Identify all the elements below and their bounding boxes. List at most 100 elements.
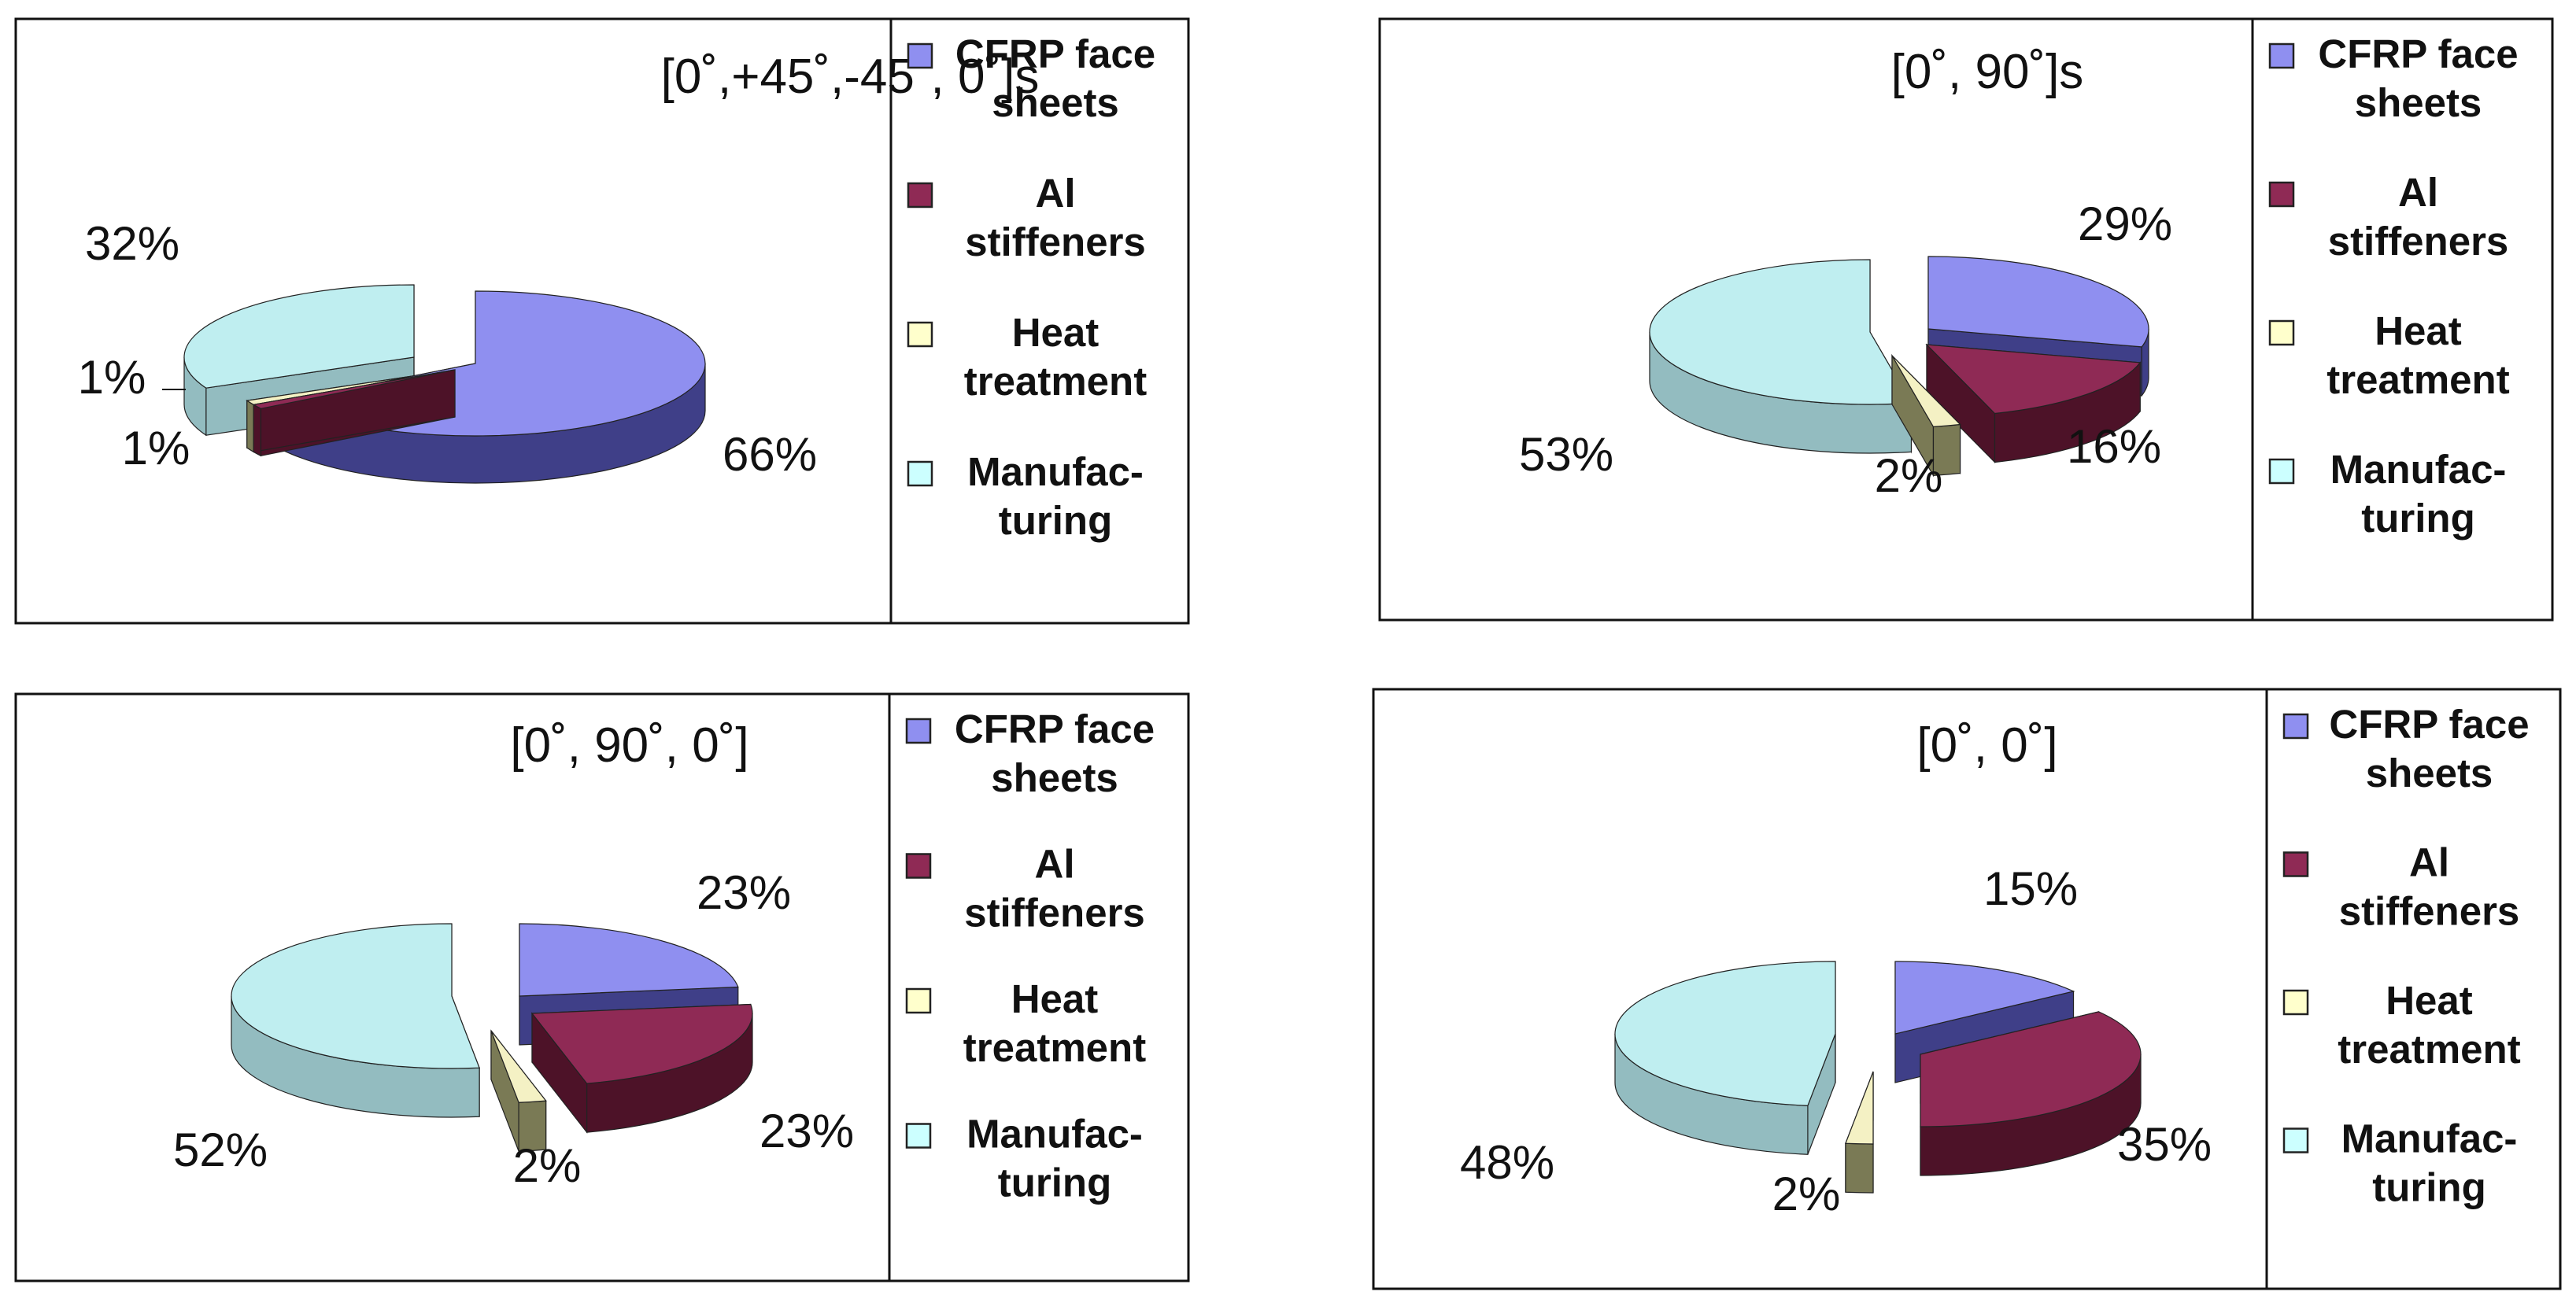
chart-title: [0˚, 90˚]s [1891, 45, 2084, 99]
slice-al-top [530, 1003, 753, 1084]
slice-heat [490, 1029, 547, 1152]
slice-manufacturing [231, 923, 480, 1118]
slice-heat-top [490, 1030, 547, 1103]
slice-manufacturing [1649, 259, 1913, 454]
slice-heat [1891, 353, 1961, 478]
legend-swatch [2282, 989, 2309, 1016]
slice-heat-side [246, 400, 254, 453]
chart-title: [0˚,+45˚,-45˚, 0˚]s [661, 50, 1040, 104]
slice-al [252, 369, 456, 457]
slice-al-top [1925, 344, 2142, 415]
slice-manufacturing [1614, 961, 1836, 1155]
slice-heat [1845, 1071, 1874, 1194]
slice-heat-side [1845, 1142, 1874, 1194]
slice-al [530, 1003, 753, 1134]
legend-swatch [2282, 851, 2309, 877]
slice-manufacturing-top [1649, 259, 1913, 405]
legend-label-line-1: Al [1036, 171, 1076, 216]
legend-swatch [907, 460, 933, 487]
legend-label-line-1: Heat [2375, 308, 2462, 353]
legend-label-line-2: turing [2361, 496, 2474, 541]
data-label-heat: 1% [78, 351, 146, 404]
legend-swatch [2282, 1127, 2309, 1153]
data-label-al: 35% [2117, 1118, 2212, 1171]
slice-heat-top [1845, 1071, 1874, 1145]
legend-label-line-1: Al [2398, 170, 2438, 215]
legend-label-line-1: Heat [1012, 310, 1100, 355]
legend-label-line-2: sheets [2366, 751, 2493, 795]
slice-manufacturing-top [231, 923, 480, 1069]
legend-label-line-1: Al [1035, 842, 1075, 887]
legend-swatch [2282, 713, 2309, 740]
slice-cfrp-top [1894, 961, 2075, 1035]
legend-label-line-2: stiffeners [964, 891, 1145, 936]
legend-label-line-1: Al [2409, 840, 2449, 885]
legend-label-line-1: Manufac- [966, 1112, 1143, 1157]
legend-swatch [907, 182, 933, 209]
data-label-al: 23% [759, 1105, 854, 1157]
data-label-manufacturing: 32% [85, 217, 179, 270]
data-label-cfrp: 15% [1983, 862, 2078, 915]
data-label-manufacturing: 52% [173, 1124, 268, 1176]
data-label-heat: 2% [513, 1139, 582, 1192]
pie-chart-1: [0˚,+45˚,-45˚, 0˚]s 66% 1% 1% 32% CFRP facesh… [14, 17, 1190, 625]
legend-label-line-2: stiffeners [2328, 219, 2509, 264]
legend-swatch [2268, 181, 2295, 208]
legend-label-line-2: treatment [2338, 1027, 2520, 1072]
data-label-heat: 2% [1772, 1168, 1841, 1220]
legend-label-line-1: Manufac- [2341, 1116, 2518, 1161]
legend-swatch [905, 718, 932, 744]
data-label-manufacturing: 48% [1460, 1136, 1554, 1189]
legend-swatch [905, 853, 932, 879]
legend-label-line-2: turing [999, 498, 1112, 543]
legend-label-line-1: CFRP face [2329, 702, 2529, 747]
legend-swatch [907, 42, 933, 69]
slice-cfrp-top [1927, 256, 2149, 348]
chart-title: [0˚, 90˚, 0˚] [510, 718, 748, 773]
charts-root: [0˚,+45˚,-45˚, 0˚]s66%1%1%32%CFRP facesh… [14, 17, 2562, 1290]
chart-title: [0˚, 0˚] [1916, 718, 2057, 773]
data-label-al: 1% [122, 422, 190, 474]
legend-label-line-2: sheets [992, 80, 1119, 125]
data-label-cfrp: 66% [723, 428, 817, 481]
slice-cfrp-top [519, 923, 739, 997]
legend-label-line-2: sheets [991, 755, 1118, 800]
legend-label-line-2: stiffeners [965, 220, 1146, 264]
legend-label-line-1: Manufac- [967, 449, 1144, 494]
legend-label-line-1: CFRP face [955, 31, 1155, 76]
data-label-cfrp: 23% [697, 866, 791, 919]
legend-item-manufacturing: Manufac-turing [2282, 1116, 2518, 1210]
legend-label-line-1: Heat [1011, 976, 1099, 1021]
slice-al-top [252, 369, 456, 409]
data-label-manufacturing: 53% [1519, 428, 1613, 481]
legend-label-line-2: treatment [2327, 357, 2509, 402]
legend-swatch [2268, 458, 2295, 485]
slice-al-side [253, 404, 262, 457]
legend-item-manufacturing: Manufac-turing [907, 449, 1144, 543]
legend-label-line-2: stiffeners [2339, 889, 2520, 934]
slice-manufacturing-top [183, 284, 415, 389]
legend-label-line-1: CFRP face [2318, 31, 2518, 76]
legend-swatch [905, 1123, 932, 1149]
data-label-heat: 2% [1875, 449, 1943, 502]
legend-item-manufacturing: Manufac-turing [2268, 447, 2506, 541]
slice-al [1925, 343, 2142, 463]
legend-swatch [907, 321, 933, 348]
legend-label-line-2: sheets [2355, 80, 2482, 125]
legend-label-line-2: treatment [964, 359, 1147, 404]
